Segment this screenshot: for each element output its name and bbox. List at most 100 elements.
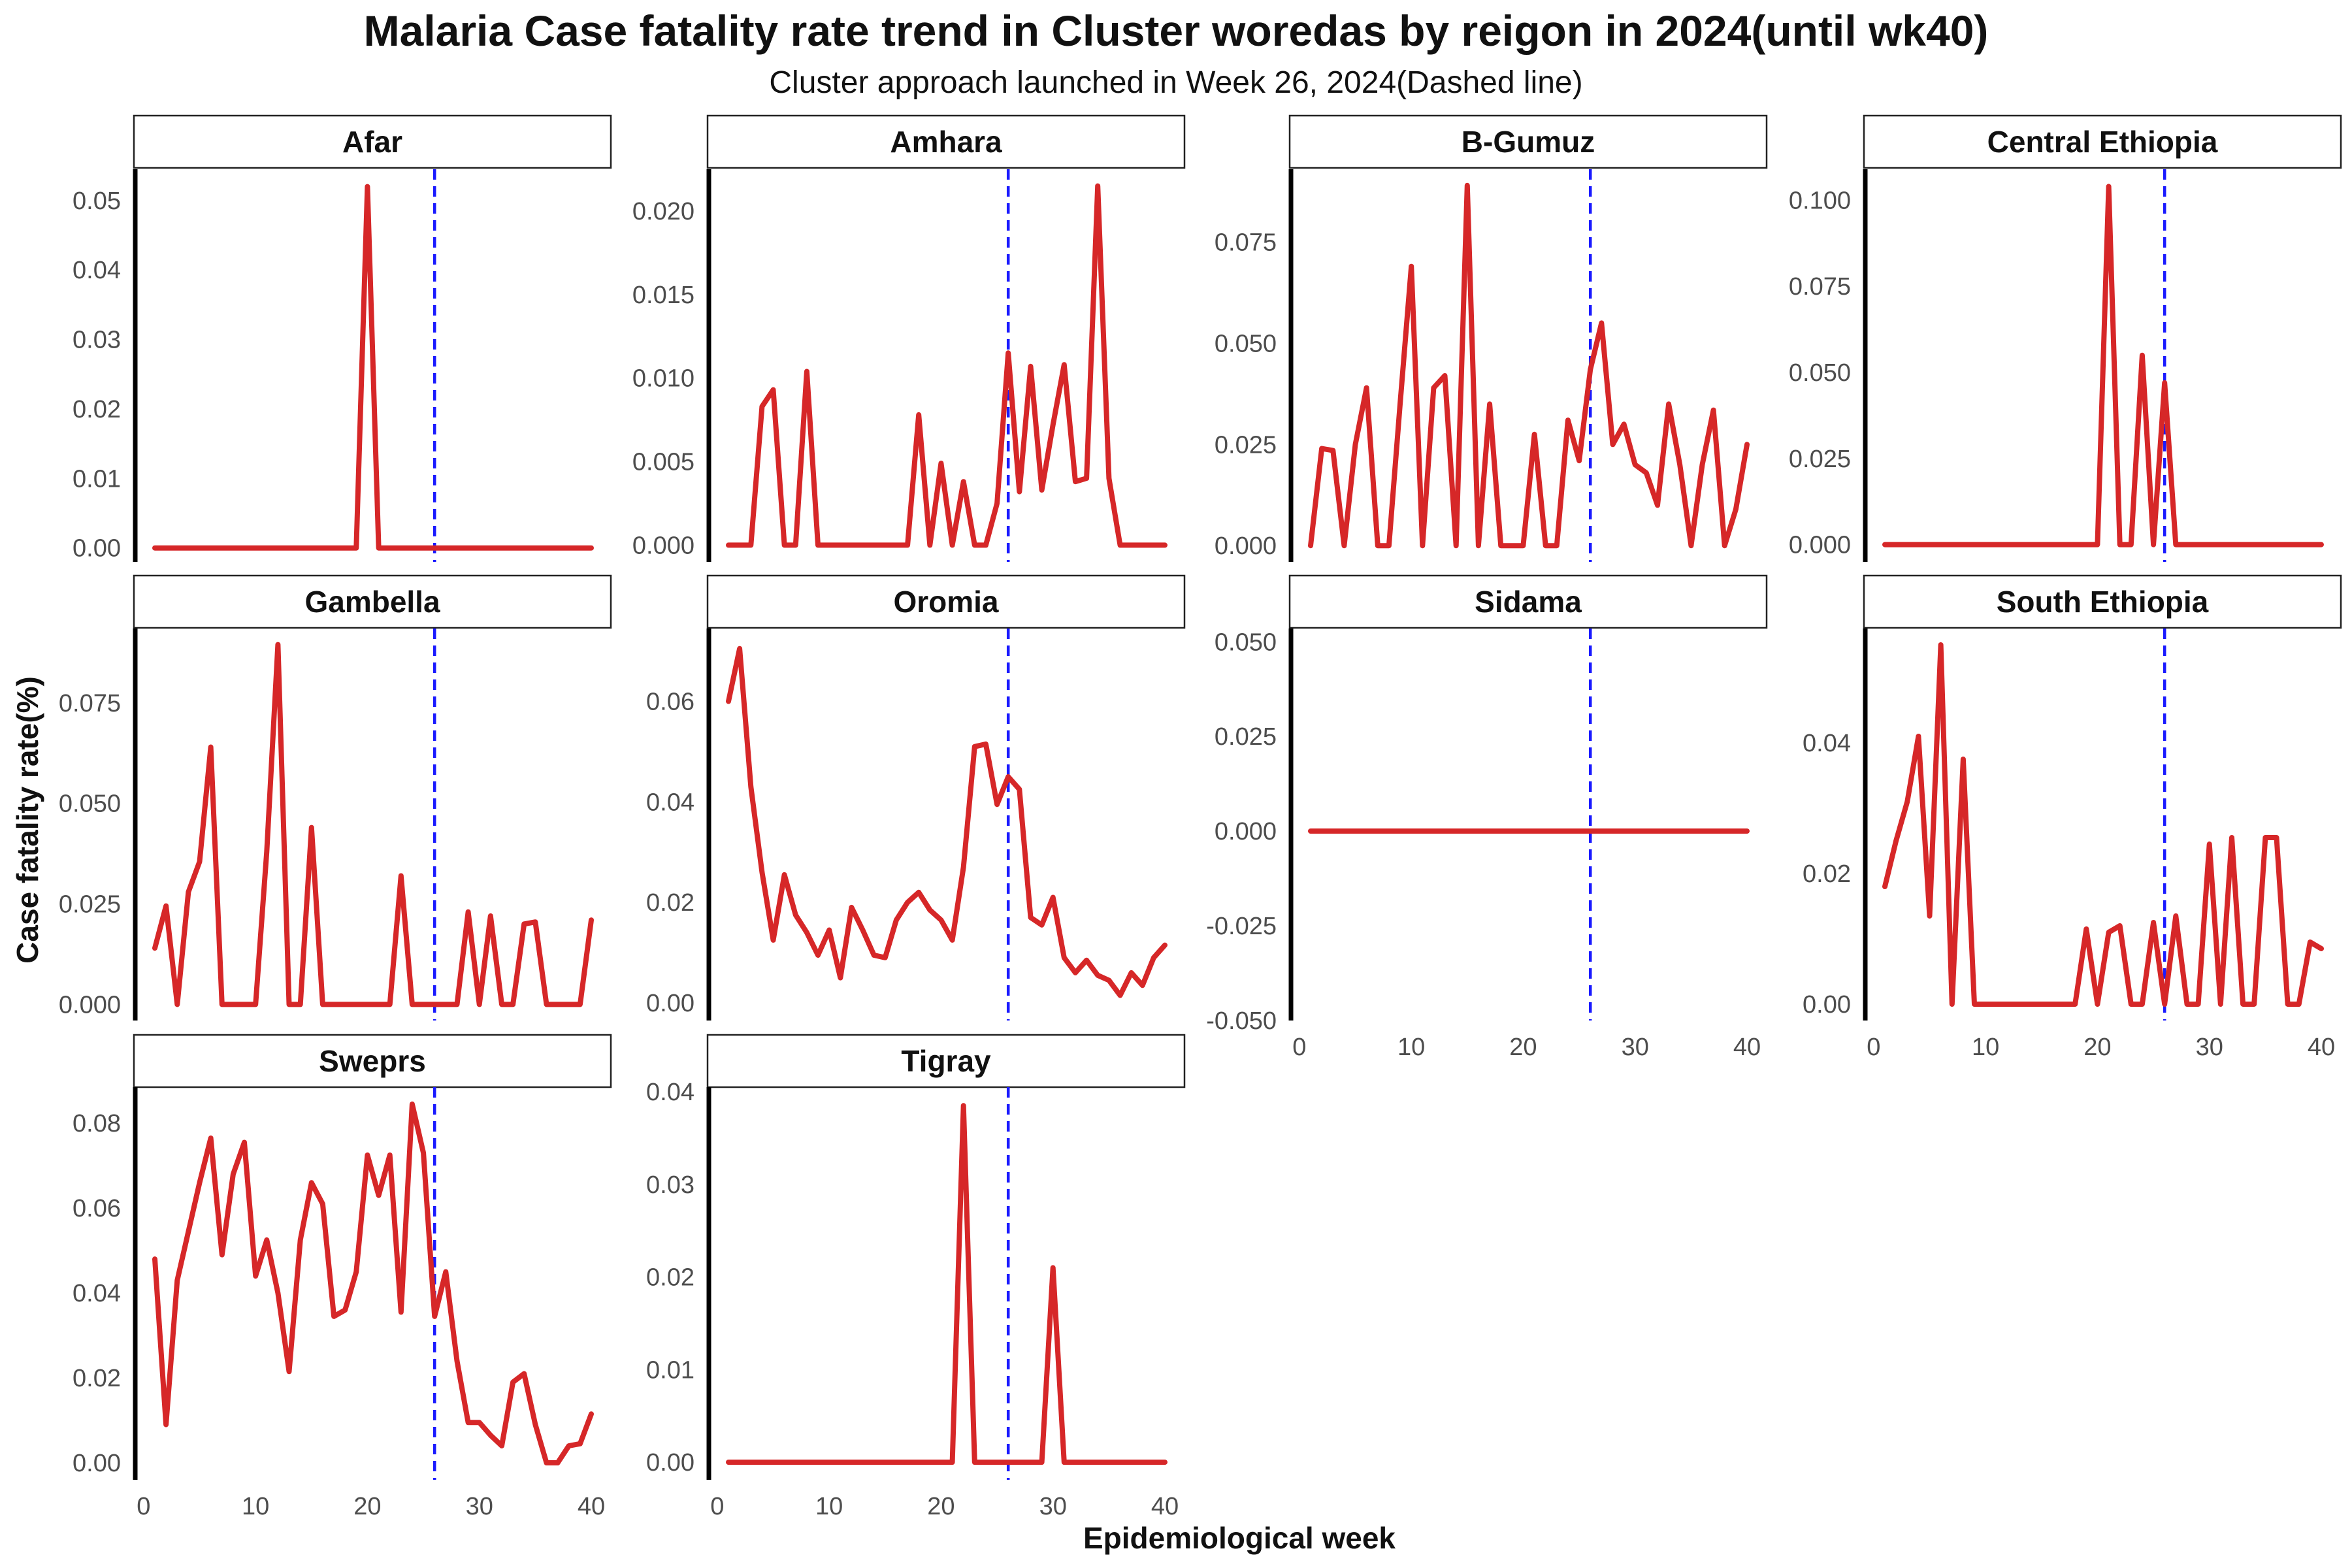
- x-tick-label: 10: [1397, 1034, 1425, 1061]
- x-tick-label: 0: [1867, 1034, 1880, 1061]
- y-tick-label: 0.04: [646, 789, 694, 816]
- panels-group: Afar0.000.010.020.030.040.05Amhara0.0000…: [59, 114, 2342, 1520]
- y-tick-label: 0.025: [59, 891, 121, 919]
- y-tick-label: 0.02: [73, 396, 121, 423]
- y-tick-label: 0.050: [59, 791, 121, 818]
- x-tick-label: 0: [1292, 1034, 1306, 1061]
- x-tick-label: 20: [927, 1493, 955, 1520]
- y-tick-label: 0.06: [646, 689, 694, 716]
- panel-oromia: Oromia 0.00 0.02 0.04 0.06: [646, 574, 1186, 1021]
- panel-strip: [1863, 574, 2342, 629]
- panel-title: Gambella: [304, 585, 440, 619]
- series-line-oromia: [726, 645, 1168, 998]
- panel-title: South Ethiopia: [1997, 585, 2209, 619]
- y-tick-label: -0.050: [1206, 1007, 1277, 1035]
- y-tick-label: 0.00: [73, 535, 121, 563]
- panel-title: Central Ethiopia: [1987, 125, 2218, 159]
- x-tick-label: 40: [1733, 1034, 1761, 1061]
- panel-title: Sidama: [1475, 585, 1582, 619]
- y-tick-label: 0.075: [59, 690, 121, 717]
- x-tick-label: 20: [2083, 1034, 2111, 1061]
- y-tick-label: 0.02: [646, 1264, 694, 1292]
- panel-south-ethiopia: South Ethiopia 0.00 0.02 0.04 0 10 20 30 40: [1803, 574, 2342, 1061]
- y-tick-label: 0.015: [632, 282, 694, 309]
- x-tick-label: 30: [2196, 1034, 2223, 1061]
- y-tick-label: 0.075: [1215, 229, 1277, 257]
- panel-central-ethiopia: Central Ethiopia 0.000 0.025 0.050 0.075 0.10…: [1789, 114, 2342, 562]
- y-tick-label: 0.01: [73, 465, 121, 493]
- panel-strip: [133, 114, 612, 169]
- y-tick-label: 0.02: [73, 1365, 121, 1392]
- y-tick-label: 0.00: [646, 990, 694, 1017]
- y-tick-label: 0.050: [1215, 330, 1277, 357]
- y-tick-label: 0.010: [632, 365, 694, 393]
- y-tick-label: 0.020: [632, 198, 694, 225]
- x-tick-label: 0: [137, 1493, 150, 1520]
- series-line-central-ethiopia: [1882, 184, 2324, 547]
- panel-title: Oromia: [893, 585, 998, 619]
- panel-sweprs: Sweprs 0.00 0.02 0.04 0.06 0.08 0 10 20 30 40: [73, 1034, 612, 1520]
- series-line-sweprs: [152, 1102, 594, 1465]
- x-tick-label: 20: [1509, 1034, 1537, 1061]
- y-tick-label: 0.050: [1789, 359, 1851, 387]
- series-line-amhara: [726, 183, 1168, 548]
- y-tick-label: 0.04: [646, 1079, 694, 1106]
- panel-title: Afar: [342, 125, 402, 159]
- y-tick-label: 0.005: [632, 449, 694, 476]
- y-tick-label: 0.08: [73, 1110, 121, 1137]
- y-tick-label: 0.05: [73, 188, 121, 215]
- y-tick-label: 0.025: [1215, 723, 1277, 751]
- panel-sidama: Sidama -0.050 -0.025 0.000 0.025 0.050 0 10 20 30…: [1206, 574, 1768, 1061]
- panel-strip: [1863, 114, 2342, 169]
- x-tick-label: 10: [815, 1493, 843, 1520]
- x-tick-label: 10: [242, 1493, 269, 1520]
- y-tick-label: 0.000: [1215, 532, 1277, 560]
- x-tick-label: 30: [1622, 1034, 1649, 1061]
- panel-strip: [706, 1034, 1186, 1088]
- chart-subtitle: Cluster approach launched in Week 26, 20…: [769, 65, 1582, 100]
- series-line-gambella: [152, 642, 594, 1007]
- x-tick-label: 40: [578, 1493, 605, 1520]
- panel-afar: Afar 0.00 0.01 0.02 0.03 0.04 0.05: [73, 114, 612, 563]
- panel-strip: [706, 114, 1186, 169]
- y-tick-label: 0.00: [73, 1450, 121, 1477]
- y-tick-label: -0.025: [1206, 913, 1277, 940]
- y-axis-title: Case fatality rate(%): [10, 676, 44, 964]
- y-tick-label: 0.00: [1803, 991, 1851, 1019]
- x-tick-label: 0: [710, 1493, 724, 1520]
- y-tick-label: 0.000: [632, 532, 694, 559]
- y-tick-label: 0.04: [73, 1280, 121, 1307]
- y-tick-label: 0.000: [59, 991, 121, 1019]
- panel-strip: [133, 574, 612, 629]
- y-tick-label: 0.02: [1803, 860, 1851, 888]
- panel-strip: [1288, 114, 1768, 169]
- x-tick-label: 10: [1972, 1034, 1999, 1061]
- y-tick-label: 0.01: [646, 1356, 694, 1384]
- y-tick-label: 0.00: [646, 1449, 694, 1477]
- panel-strip: [133, 1034, 612, 1088]
- y-tick-label: 0.025: [1215, 431, 1277, 459]
- panel-strip: [706, 574, 1186, 629]
- y-tick-label: 0.025: [1789, 446, 1851, 473]
- series-line-south-ethiopia: [1882, 642, 2324, 1007]
- series-line-tigray: [726, 1103, 1168, 1465]
- x-tick-label: 20: [353, 1493, 381, 1520]
- y-tick-label: 0.000: [1789, 532, 1851, 559]
- y-tick-label: 0.03: [73, 327, 121, 354]
- panel-title: B-Gumuz: [1462, 125, 1595, 159]
- x-tick-label: 40: [2308, 1034, 2335, 1061]
- y-tick-label: 0.06: [73, 1195, 121, 1222]
- panel-strip: [1288, 574, 1768, 629]
- panel-b-gumuz: B-Gumuz 0.000 0.025 0.050 0.075: [1215, 114, 1768, 562]
- y-tick-label: 0.04: [1803, 730, 1851, 757]
- x-tick-label: 30: [466, 1493, 493, 1520]
- panel-title: Tigray: [901, 1044, 991, 1078]
- panel-title: Sweprs: [319, 1044, 426, 1078]
- series-line-afar: [152, 184, 594, 551]
- x-axis-title: Epidemiological week: [1083, 1521, 1396, 1555]
- panel-title: Amhara: [890, 125, 1002, 159]
- y-tick-label: 0.04: [73, 257, 121, 284]
- y-tick-label: 0.075: [1789, 273, 1851, 301]
- y-tick-label: 0.03: [646, 1171, 694, 1199]
